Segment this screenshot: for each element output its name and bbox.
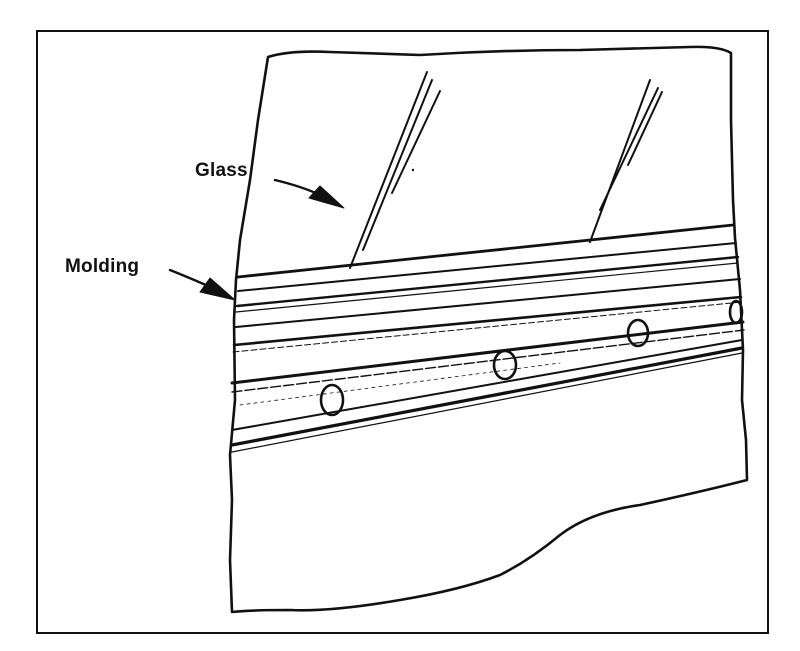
glass-label: Glass [195, 160, 248, 181]
door-panel-outline [228, 45, 749, 614]
fastener-hole [626, 318, 650, 348]
molding-label: Molding [65, 256, 140, 277]
fastener-holes [319, 299, 744, 417]
molding-callout-arrow [168, 268, 236, 301]
glass-callout-arrow [273, 178, 345, 209]
fastener-hole [492, 349, 518, 381]
molding-strip [230, 223, 745, 453]
glass-speck [411, 168, 415, 172]
fastener-hole [319, 383, 345, 417]
glass-reflection-lines [349, 71, 663, 269]
fastener-hole [728, 299, 744, 325]
